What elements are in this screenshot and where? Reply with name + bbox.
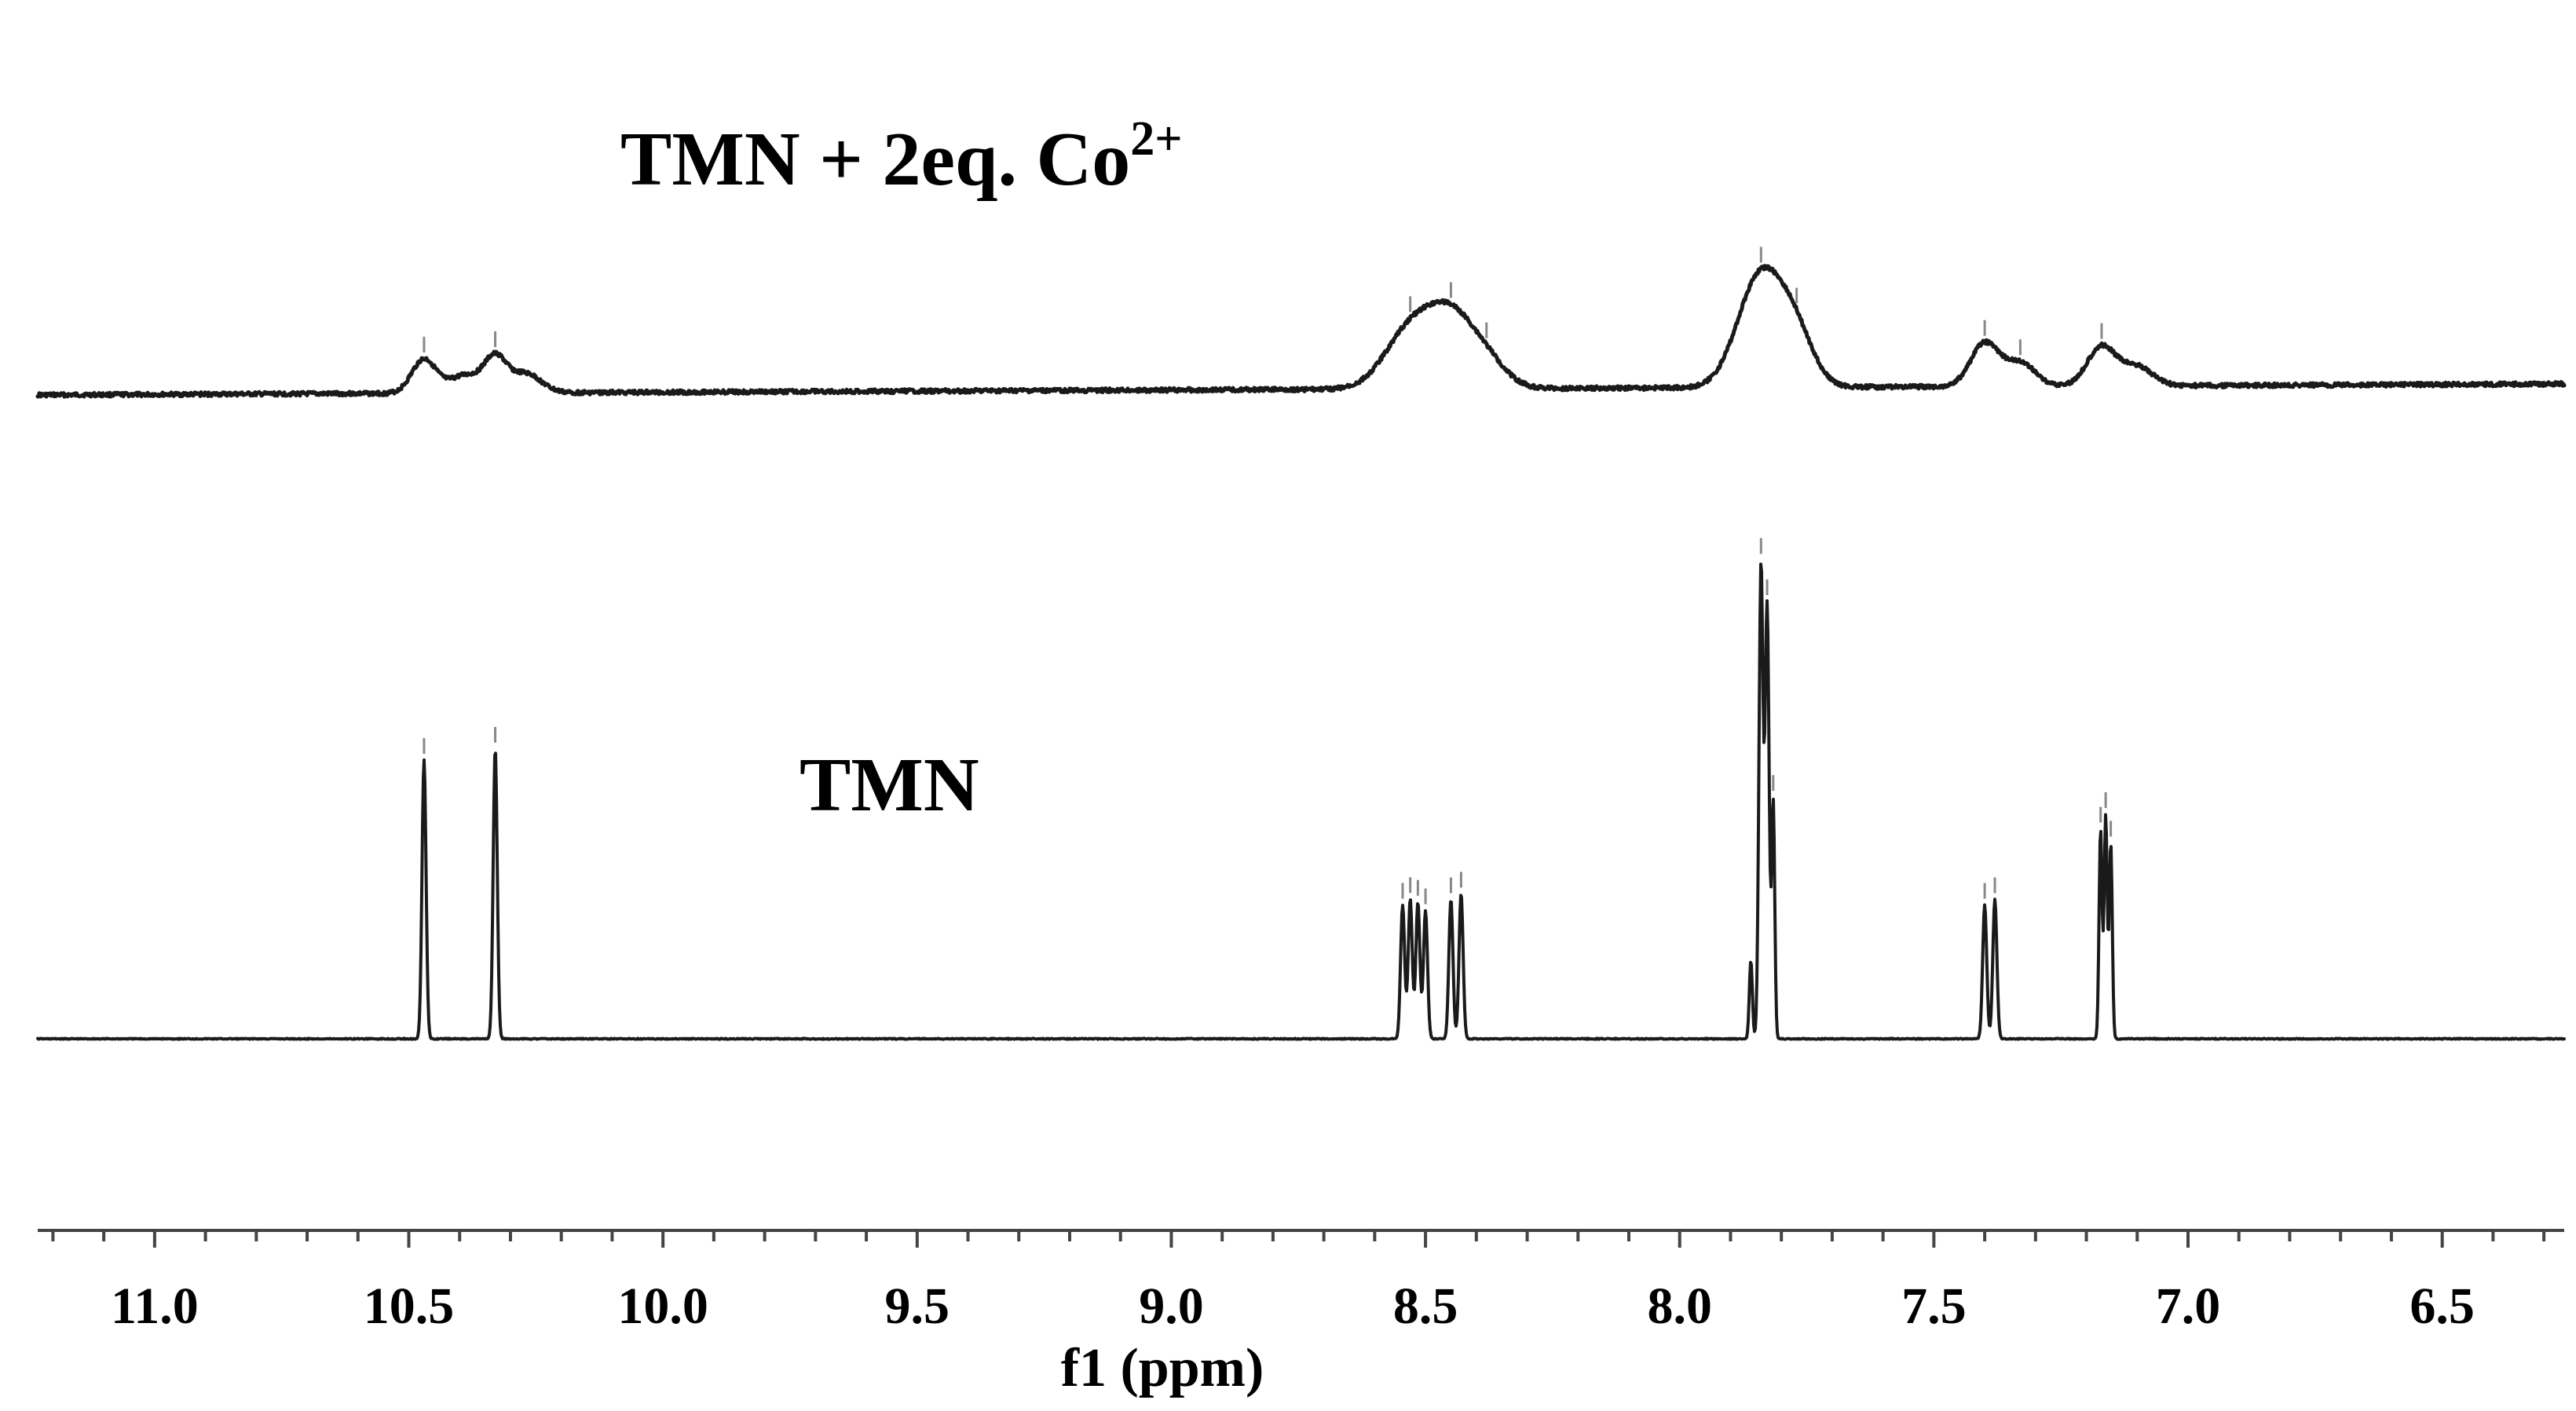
x-tick-label: 8.5: [1393, 1278, 1458, 1335]
peak-markers: [423, 538, 2113, 905]
spectra: [35, 247, 2567, 1041]
series-label-tmn: TMN: [800, 743, 979, 828]
series-label-tmn-co: TMN + 2eq. Co2+: [620, 112, 1183, 202]
x-tick-label: 7.0: [2156, 1278, 2221, 1335]
x-tick-label: 9.5: [885, 1278, 950, 1335]
x-axis-title: f1 (ppm): [1061, 1338, 1264, 1398]
spectrum-labels: TMN + 2eq. Co2+ TMN: [620, 112, 1183, 828]
x-tick-label: 11.0: [111, 1278, 199, 1335]
peak-markers: [423, 247, 2103, 356]
x-axis-ticks: [51, 1230, 2546, 1248]
superscript-2plus: 2+: [1130, 112, 1182, 166]
x-tick-label: 8.0: [1647, 1278, 1712, 1335]
x-axis-tick-labels: 11.0 10.5 10.0 9.5 9.0 8.5 8.0 7.5 7.0 6.5: [111, 1278, 2475, 1335]
x-tick-label: 7.5: [1901, 1278, 1967, 1335]
x-axis: 11.0 10.5 10.0 9.5 9.0 8.5 8.0 7.5 7.0 6.5 f1 (pp…: [38, 1229, 2564, 1398]
spectrum-tmn-co: [35, 264, 2567, 399]
spectrum-tmn: [36, 562, 2566, 1041]
x-tick-label: 9.0: [1139, 1278, 1204, 1335]
x-tick-label: 10.5: [364, 1278, 455, 1335]
x-tick-label: 10.0: [617, 1278, 708, 1335]
x-tick-label: 6.5: [2410, 1278, 2475, 1335]
